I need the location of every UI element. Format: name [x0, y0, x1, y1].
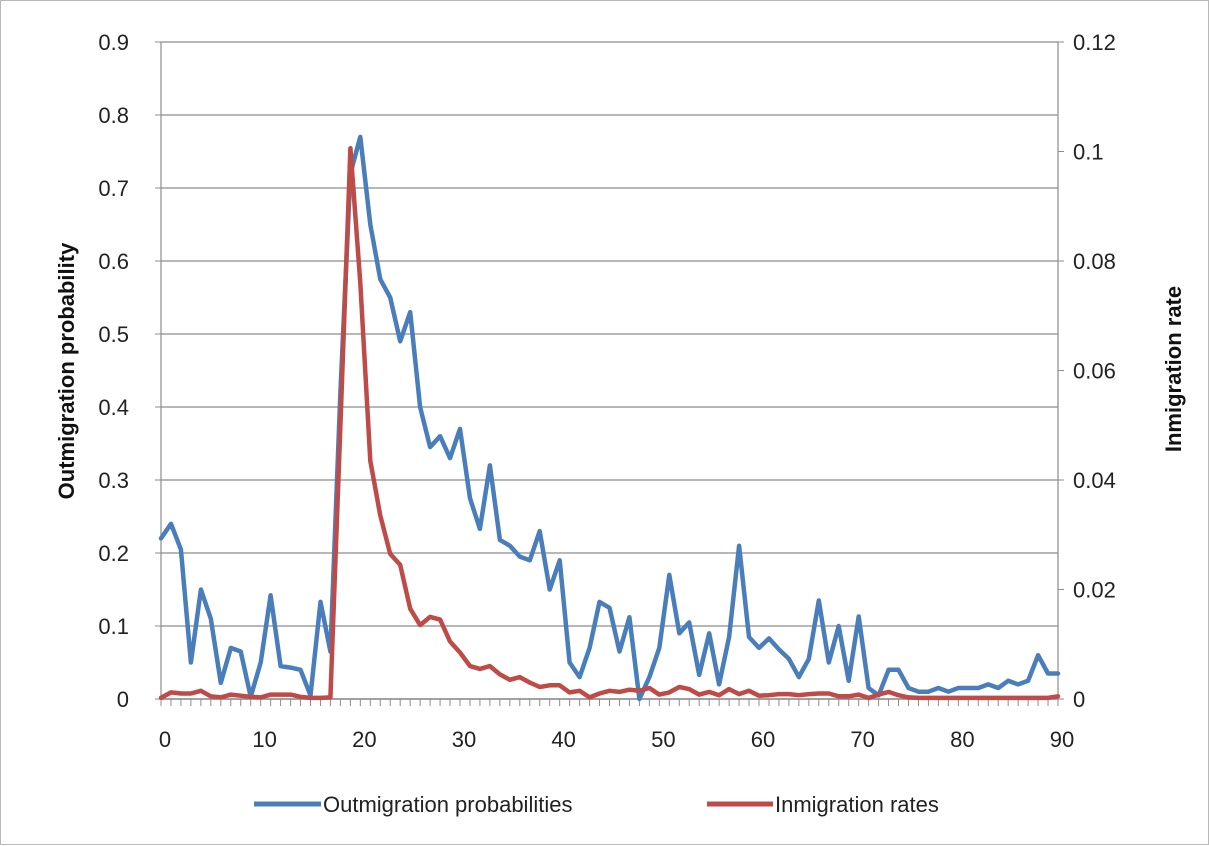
- series-line-inmigration: [158, 145, 1061, 701]
- y-tick-label: 0.7: [98, 176, 129, 201]
- x-tick-label: 30: [452, 727, 476, 752]
- x-tick-label: 10: [252, 727, 276, 752]
- x-tick-label: 40: [551, 727, 575, 752]
- x-tick-label: 20: [352, 727, 376, 752]
- y-axis-title: Outmigration probability: [54, 242, 79, 499]
- x-tick-label: 50: [651, 727, 675, 752]
- x-tick-label: 60: [751, 727, 775, 752]
- y2-axis-title: Inmigration rate: [1161, 286, 1186, 452]
- legend-label-outmigration: Outmigration probabilities: [323, 792, 572, 817]
- y-tick-label: 0.2: [98, 541, 129, 566]
- right-axis-ticks: 0 0.02 0.04 0.06 0.08 0.1 0.12: [1073, 30, 1116, 712]
- y-tick-label: 0: [117, 687, 129, 712]
- gridlines: [161, 41, 1058, 700]
- y-tick-label: 0.9: [98, 30, 129, 55]
- y-tick-label: 0.8: [98, 103, 129, 128]
- y-tick-label: 0.4: [98, 395, 129, 420]
- x-tick-label: 70: [850, 727, 874, 752]
- y-tick-label: 0.1: [98, 614, 129, 639]
- y2-tick-label: 0.04: [1073, 468, 1116, 493]
- legend-label-inmigration: Inmigration rates: [775, 792, 939, 817]
- y-tick-label: 0.3: [98, 468, 129, 493]
- legend: Outmigration probabilities Inmigration r…: [254, 792, 939, 817]
- y2-tick-label: 0.12: [1073, 30, 1116, 55]
- x-tick-label: 90: [1050, 727, 1074, 752]
- y2-tick-label: 0.08: [1073, 249, 1116, 274]
- y2-tick-label: 0: [1073, 687, 1085, 712]
- y2-tick-label: 0.06: [1073, 359, 1116, 384]
- x-axis-ticks: 0 10 20 30 40 50 60 70 80 90: [159, 727, 1074, 752]
- series-line-outmigration: [158, 134, 1061, 702]
- x-tick-label: 0: [159, 727, 171, 752]
- y-tick-label: 0.6: [98, 249, 129, 274]
- y2-tick-label: 0.1: [1073, 140, 1104, 165]
- y-tick-label: 0.5: [98, 322, 129, 347]
- y2-tick-label: 0.02: [1073, 578, 1116, 603]
- x-tick-label: 80: [950, 727, 974, 752]
- left-axis-ticks: 0 0.1 0.2 0.3 0.4 0.5 0.6 0.7 0.8 0.9: [98, 30, 129, 712]
- series-lines: [158, 134, 1061, 702]
